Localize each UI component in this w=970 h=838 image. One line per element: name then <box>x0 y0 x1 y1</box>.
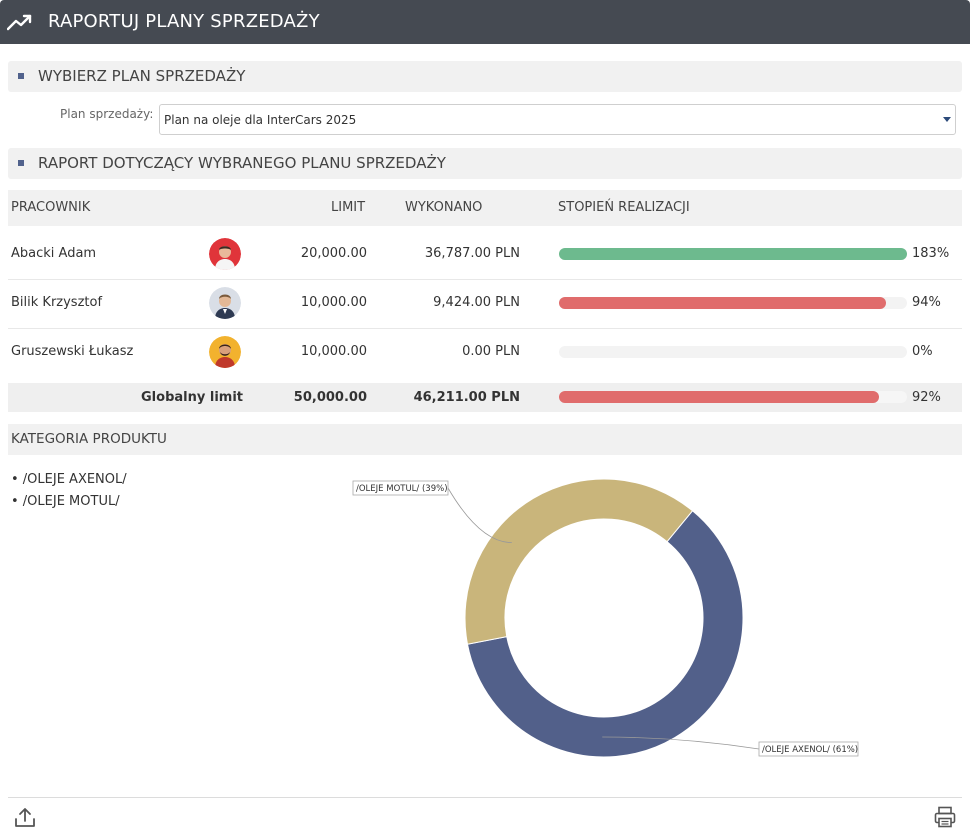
progress-fill <box>559 248 907 260</box>
avatar <box>209 238 241 270</box>
global-label: Globalny limit <box>141 390 243 405</box>
label-leader-line <box>447 487 512 544</box>
progress-bar <box>559 248 907 260</box>
category-item: • /OLEJE AXENOL/ <box>11 472 127 487</box>
global-limit-row: Globalny limit 50,000.00 46,211.00 PLN 9… <box>8 383 962 412</box>
progress-bar <box>559 297 907 309</box>
category-header: KATEGORIA PRODUKTU <box>8 424 962 455</box>
header-progress: STOPIEŃ REALIZACJI <box>558 200 690 215</box>
plan-select[interactable]: Plan na oleje dla InterCars 2025 <box>159 104 956 135</box>
table-row: Abacki Adam 20,000.00 36,787.00 PLN 183% <box>8 230 962 280</box>
category-title: KATEGORIA PRODUKTU <box>11 431 167 447</box>
label-box <box>758 741 859 757</box>
section-title: RAPORT DOTYCZĄCY WYBRANEGO PLANU SPRZEDA… <box>38 154 446 172</box>
done-value: 36,787.00 PLN <box>424 246 520 261</box>
limit-value: 20,000.00 <box>300 246 367 261</box>
table-row: Bilik Krzysztof 10,000.00 9,424.00 PLN 9… <box>8 279 962 329</box>
done-value: 0.00 PLN <box>462 344 520 359</box>
section-bullet <box>18 73 24 79</box>
label-leader-line <box>602 736 760 750</box>
limit-value: 10,000.00 <box>300 344 367 359</box>
title-bar: RAPORTUJ PLANY SPRZEDAŻY <box>0 0 970 44</box>
window-title: RAPORTUJ PLANY SPRZEDAŻY <box>48 11 320 32</box>
progress-percent: 92% <box>912 390 941 405</box>
header-limit: LIMIT <box>331 200 366 215</box>
upload-icon[interactable] <box>13 805 37 829</box>
header-done: WYKONANO <box>405 200 483 215</box>
header-employee: PRACOWNIK <box>11 200 91 215</box>
donut-slice[interactable] <box>464 478 694 645</box>
table-header: PRACOWNIK LIMIT WYKONANO STOPIEŃ REALIZA… <box>8 190 962 226</box>
limit-value: 10,000.00 <box>300 295 367 310</box>
avatar <box>209 287 241 319</box>
progress-percent: 183% <box>912 246 950 261</box>
plan-select-value: Plan na oleje dla InterCars 2025 <box>164 113 357 127</box>
footer-divider <box>8 797 962 798</box>
table-row: Gruszewski Łukasz 10,000.00 0.00 PLN 0% <box>8 328 962 377</box>
section-report: RAPORT DOTYCZĄCY WYBRANEGO PLANU SPRZEDA… <box>8 148 962 179</box>
slice-label: /OLEJE AXENOL/ (61%) <box>762 745 858 755</box>
progress-bar <box>559 346 907 358</box>
printer-icon[interactable] <box>933 805 957 829</box>
progress-fill <box>559 391 880 403</box>
donut-slice[interactable] <box>466 510 744 758</box>
section-select-plan: WYBIERZ PLAN SPRZEDAŻY <box>8 61 962 92</box>
trending-up-icon <box>7 14 32 31</box>
chevron-down-icon <box>943 117 951 122</box>
progress-percent: 94% <box>912 295 941 310</box>
progress-fill <box>559 297 887 309</box>
category-item: • /OLEJE MOTUL/ <box>11 494 120 509</box>
category-donut-chart: /OLEJE MOTUL/ (39%) /OLEJE AXENOL/ (61%) <box>352 478 859 758</box>
progress-percent: 0% <box>912 344 933 359</box>
global-limit-value: 50,000.00 <box>293 390 367 405</box>
slice-label: /OLEJE MOTUL/ (39%) <box>356 484 448 494</box>
employee-name: Gruszewski Łukasz <box>11 344 134 359</box>
progress-bar <box>559 391 907 403</box>
done-value: 9,424.00 PLN <box>433 295 520 310</box>
section-title: WYBIERZ PLAN SPRZEDAŻY <box>38 67 246 85</box>
plan-label: Plan sprzedaży: <box>60 107 154 121</box>
section-bullet <box>18 160 24 166</box>
employee-name: Abacki Adam <box>11 246 97 261</box>
global-done-value: 46,211.00 PLN <box>413 390 520 405</box>
avatar <box>209 336 241 368</box>
employee-name: Bilik Krzysztof <box>11 295 103 310</box>
label-box <box>352 480 449 496</box>
